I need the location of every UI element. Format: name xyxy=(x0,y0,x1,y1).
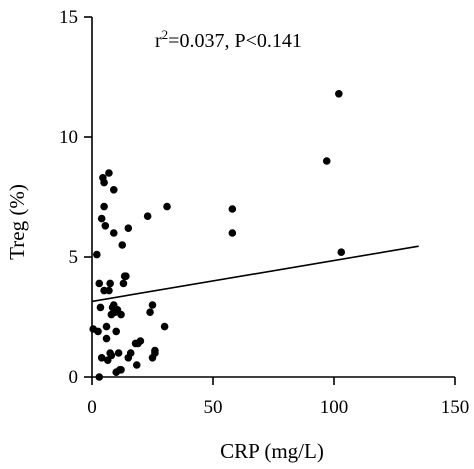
data-point xyxy=(101,222,110,230)
data-point xyxy=(97,214,106,223)
data-point xyxy=(124,224,133,232)
y-tick-label: 15 xyxy=(59,7,78,28)
x-tick-label: 0 xyxy=(87,397,97,418)
data-point xyxy=(94,327,102,336)
data-point xyxy=(117,366,125,374)
regression-line xyxy=(91,245,419,303)
y-tick-label: 10 xyxy=(59,127,78,148)
x-tick-label: 150 xyxy=(441,397,470,418)
data-point xyxy=(146,308,154,317)
data-point xyxy=(160,322,169,331)
data-point xyxy=(114,349,123,357)
data-point xyxy=(337,248,346,256)
data-point xyxy=(136,337,145,345)
y-tick-label: 0 xyxy=(69,367,79,388)
data-point xyxy=(151,346,159,355)
data-point xyxy=(148,301,157,309)
data-point xyxy=(112,327,120,336)
data-points xyxy=(89,90,346,381)
data-point xyxy=(96,303,105,312)
regression-line-group xyxy=(91,245,419,303)
data-point xyxy=(228,205,237,213)
x-tick-label: 100 xyxy=(320,397,349,418)
data-point xyxy=(119,279,128,288)
x-tick-label: 50 xyxy=(204,397,223,418)
annotation-r: r xyxy=(155,30,162,52)
x-axis-title: CRP (mg/L) xyxy=(220,439,324,463)
data-point xyxy=(106,279,114,288)
y-axis-title: Treg (%) xyxy=(5,184,29,260)
data-point xyxy=(109,229,118,237)
data-point xyxy=(118,241,127,249)
data-point xyxy=(322,157,331,165)
data-point xyxy=(100,202,108,211)
data-point xyxy=(132,361,141,369)
data-point xyxy=(107,351,116,360)
data-point xyxy=(95,373,104,381)
annotation-exponent: 2 xyxy=(162,27,169,42)
data-point xyxy=(105,286,113,295)
data-point xyxy=(143,212,152,220)
data-point xyxy=(97,354,106,362)
data-point xyxy=(102,322,111,331)
axes xyxy=(84,16,456,385)
data-point xyxy=(163,202,171,211)
data-point xyxy=(335,90,343,98)
data-point xyxy=(117,310,125,319)
data-point xyxy=(228,229,237,237)
data-point xyxy=(109,186,118,194)
correlation-annotation: r2=0.037, P<0.141 xyxy=(155,27,302,52)
data-point xyxy=(126,349,135,357)
data-point xyxy=(100,178,108,187)
data-point xyxy=(93,250,101,259)
data-point xyxy=(105,169,113,177)
annotation-stats: =0.037, P<0.141 xyxy=(168,30,302,52)
data-point xyxy=(122,272,130,281)
data-point xyxy=(102,334,111,343)
y-tick-label: 5 xyxy=(69,247,79,268)
data-point xyxy=(95,279,104,288)
